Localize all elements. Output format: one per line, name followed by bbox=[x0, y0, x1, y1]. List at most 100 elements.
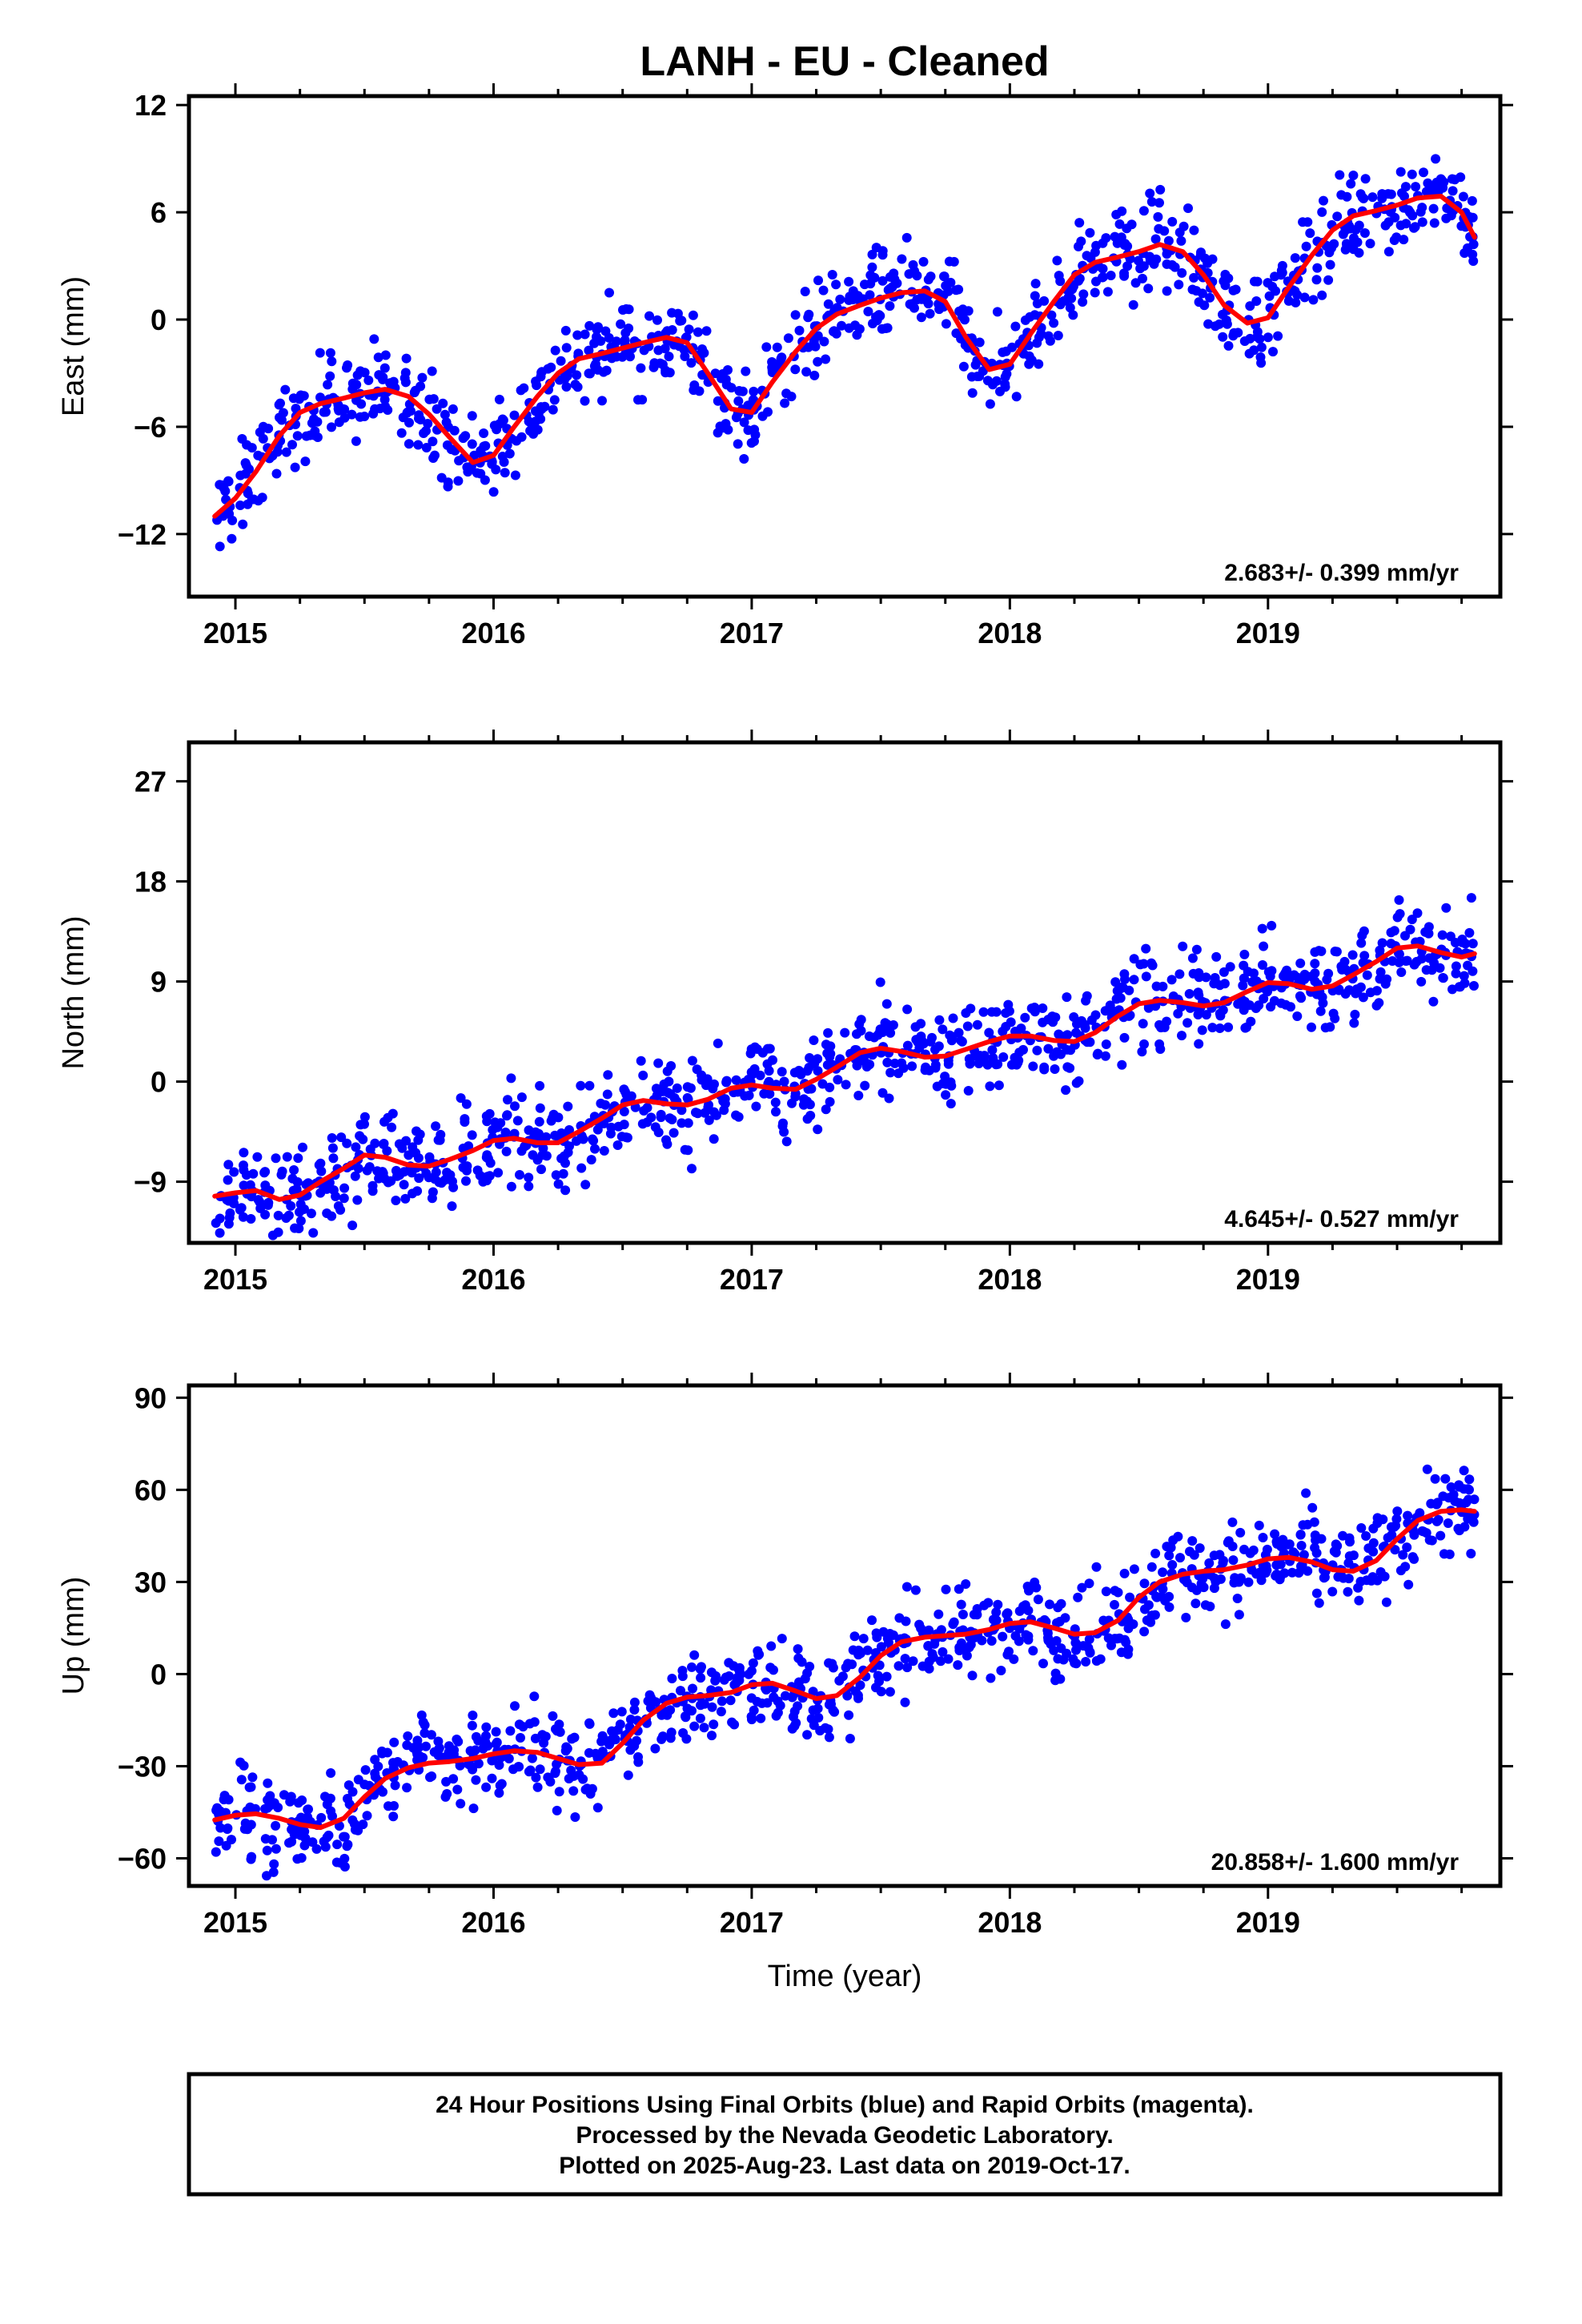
up-data-point bbox=[1020, 1603, 1030, 1614]
up-data-point bbox=[378, 1787, 387, 1797]
east-data-point bbox=[1386, 189, 1396, 199]
up-data-point bbox=[697, 1662, 706, 1672]
up-data-point bbox=[360, 1765, 371, 1775]
up-data-point bbox=[666, 1727, 677, 1738]
east-data-point bbox=[427, 366, 437, 376]
up-data-point bbox=[710, 1675, 721, 1686]
east-data-point bbox=[489, 420, 500, 431]
up-data-point bbox=[494, 1760, 504, 1770]
north-data-point bbox=[1286, 1002, 1295, 1012]
north-data-point bbox=[1382, 974, 1392, 984]
up-data-point bbox=[1113, 1587, 1123, 1598]
east-data-point bbox=[1249, 345, 1259, 356]
north-data-point bbox=[524, 1125, 534, 1136]
north-data-point bbox=[1396, 967, 1407, 977]
up-data-point bbox=[735, 1669, 745, 1679]
up-panel: 90 60 30 0 −30 −60 2015 2016 2017 2018 2019 Up (mm)… bbox=[57, 1373, 1513, 1939]
east-data-point bbox=[1411, 182, 1421, 192]
east-data-point bbox=[476, 468, 486, 479]
north-data-point bbox=[590, 1144, 600, 1154]
east-data-point bbox=[750, 430, 761, 440]
up-data-point bbox=[893, 1661, 904, 1671]
up-data-point bbox=[1033, 1594, 1043, 1605]
north-data-point bbox=[897, 1058, 907, 1068]
north-data-point bbox=[358, 1134, 368, 1144]
north-data-point bbox=[1375, 974, 1385, 984]
up-data-point bbox=[491, 1727, 501, 1737]
up-data-point bbox=[1181, 1612, 1191, 1622]
up-data-point bbox=[910, 1585, 921, 1595]
north-data-point bbox=[1139, 1039, 1149, 1049]
up-data-point bbox=[623, 1770, 633, 1780]
east-data-point bbox=[1419, 167, 1428, 178]
north-data-point bbox=[1129, 954, 1139, 964]
up-data-point bbox=[998, 1631, 1008, 1642]
east-data-point bbox=[620, 335, 630, 345]
north-data-point bbox=[779, 1076, 789, 1087]
up-data-point bbox=[707, 1731, 717, 1741]
east-data-point bbox=[235, 501, 246, 510]
up-data-point bbox=[1228, 1555, 1239, 1566]
up-data-point bbox=[1438, 1491, 1448, 1502]
north-data-point bbox=[1138, 1019, 1148, 1029]
north-data-point bbox=[1177, 1031, 1186, 1041]
north-data-point bbox=[954, 1027, 964, 1038]
east-data-point bbox=[383, 405, 393, 415]
east-data-point bbox=[1078, 297, 1088, 307]
north-data-point bbox=[636, 1055, 646, 1066]
up-data-point bbox=[1430, 1474, 1440, 1484]
up-data-point bbox=[900, 1654, 910, 1664]
north-data-point bbox=[223, 1196, 234, 1206]
up-data-point bbox=[1051, 1636, 1062, 1646]
north-data-point bbox=[295, 1216, 306, 1226]
north-data-point bbox=[669, 1093, 680, 1103]
north-data-point bbox=[1310, 968, 1320, 979]
north-data-point bbox=[1117, 1059, 1127, 1070]
north-data-point bbox=[260, 1167, 271, 1177]
east-data-point bbox=[1428, 203, 1439, 214]
east-data-point bbox=[1138, 261, 1149, 271]
east-data-point bbox=[918, 256, 929, 267]
north-data-point bbox=[1135, 959, 1146, 970]
up-data-point bbox=[1205, 1602, 1215, 1611]
north-data-point bbox=[580, 1180, 591, 1190]
north-data-point bbox=[456, 1093, 466, 1104]
up-data-point bbox=[802, 1730, 813, 1740]
east-data-point bbox=[1149, 259, 1159, 269]
up-data-point bbox=[867, 1615, 877, 1626]
north-data-point bbox=[882, 1057, 893, 1068]
east-data-point bbox=[701, 326, 712, 336]
north-data-point bbox=[379, 1139, 389, 1148]
east-data-point bbox=[1159, 226, 1170, 236]
east-data-point bbox=[1417, 217, 1427, 227]
east-data-point bbox=[1312, 263, 1323, 273]
east-ytick-label: 12 bbox=[135, 89, 167, 122]
north-data-point bbox=[1276, 998, 1287, 1008]
east-data-point bbox=[790, 364, 801, 375]
footer-line-3: Plotted on 2025-Aug-23. Last data on 201… bbox=[559, 2153, 1130, 2179]
up-data-point bbox=[1052, 1618, 1062, 1628]
north-data-point bbox=[560, 1158, 570, 1168]
north-data-point bbox=[869, 1032, 879, 1043]
north-data-point bbox=[512, 1116, 523, 1126]
up-data-point bbox=[658, 1731, 668, 1742]
north-data-point bbox=[683, 1145, 693, 1156]
north-data-point bbox=[1330, 947, 1340, 956]
up-data-point bbox=[1049, 1645, 1059, 1655]
up-data-point bbox=[1081, 1657, 1091, 1667]
up-data-point bbox=[943, 1654, 954, 1664]
east-data-point bbox=[624, 324, 634, 333]
north-data-point bbox=[536, 1164, 546, 1175]
up-data-point bbox=[1119, 1568, 1130, 1578]
east-data-point bbox=[1143, 283, 1154, 294]
east-data-point bbox=[584, 320, 595, 331]
north-data-point bbox=[1246, 1016, 1256, 1027]
north-data-point bbox=[430, 1174, 440, 1184]
east-data-point bbox=[1030, 279, 1041, 289]
up-data-point bbox=[434, 1743, 444, 1753]
north-data-point bbox=[1129, 975, 1139, 985]
north-data-point bbox=[1184, 989, 1195, 999]
up-data-point bbox=[539, 1738, 549, 1748]
north-data-point bbox=[1459, 971, 1469, 981]
east-rate-label: 2.683+/- 0.399 mm/yr bbox=[1224, 560, 1459, 586]
